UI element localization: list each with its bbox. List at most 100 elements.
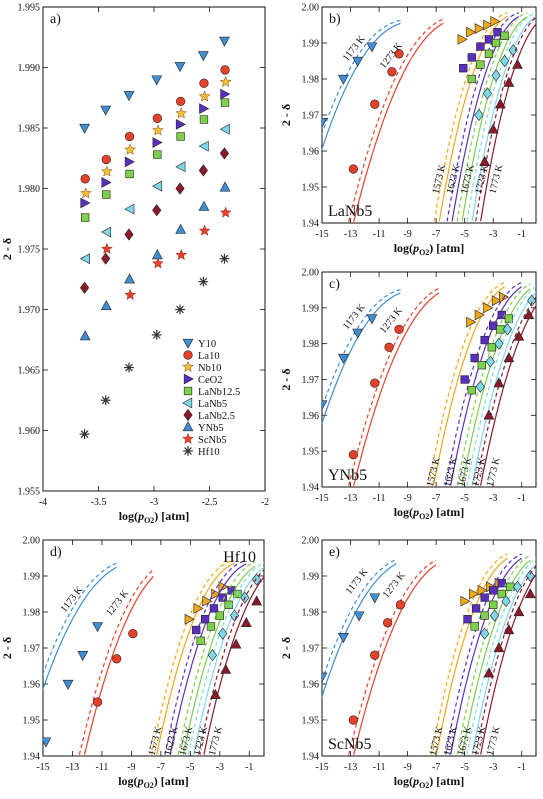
point-b-4-3 bbox=[491, 38, 501, 48]
legend-marker-a-6 bbox=[183, 408, 193, 422]
point-e-6-4 bbox=[524, 588, 536, 599]
temp-label-e-0: 1173 K bbox=[344, 566, 371, 597]
point-c-6-2 bbox=[503, 352, 515, 363]
point-b-0-2 bbox=[352, 56, 364, 67]
point-c-3-2 bbox=[480, 335, 489, 345]
legend-marker-a-8 bbox=[182, 432, 194, 444]
point-a-4-0 bbox=[81, 213, 90, 222]
point-a-6-4 bbox=[175, 182, 185, 195]
point-a-3-3 bbox=[152, 137, 163, 148]
y-tick-label-a-2: 1.965 bbox=[18, 366, 41, 377]
y-tick-label-e-2: 1.96 bbox=[302, 680, 320, 691]
point-c-0-1 bbox=[337, 353, 349, 364]
point-e-6-3 bbox=[513, 606, 525, 617]
point-a-3-2 bbox=[124, 156, 135, 168]
point-d-5-2 bbox=[229, 609, 240, 622]
y-tick-label-a-1: 1.960 bbox=[18, 426, 41, 437]
legend-label-a-7: YNb5 bbox=[198, 423, 224, 434]
point-a-0-2 bbox=[123, 91, 135, 102]
y-tick-label-b-3: 1.97 bbox=[302, 111, 320, 122]
solid-curve-b-3 bbox=[451, 15, 520, 222]
x-tick-label-c-2: -11 bbox=[373, 493, 386, 504]
point-a-8-2 bbox=[124, 288, 137, 300]
point-b-1-3 bbox=[394, 49, 404, 59]
solid-curve-e-6 bbox=[480, 574, 536, 755]
point-d-3-2 bbox=[209, 604, 219, 613]
panel-e: -15 -13 -11 -9 -7 -5 -3 -1 1.94 1.95 1.96 1.97 1.98 1… bbox=[279, 536, 537, 790]
solid-curve-b-2 bbox=[438, 15, 508, 222]
point-a-0-6 bbox=[219, 36, 230, 47]
dashed-curve-c-2 bbox=[428, 281, 505, 486]
panel-label-a: a) bbox=[50, 12, 61, 27]
x-tick-label-d-3: -9 bbox=[127, 762, 135, 773]
point-c-1-2 bbox=[384, 342, 394, 352]
x-tick-label-c-0: -15 bbox=[315, 493, 328, 504]
point-b-0-1 bbox=[337, 74, 349, 85]
y-tick-label-d-0: 1.94 bbox=[23, 752, 41, 763]
point-a-5-2 bbox=[124, 203, 135, 215]
point-a-0-1 bbox=[100, 105, 112, 116]
point-e-2-0 bbox=[460, 595, 471, 607]
solid-curve-c-1 bbox=[353, 292, 440, 486]
dashed-curve-d-1 bbox=[78, 569, 154, 755]
solid-curve-d-4 bbox=[182, 565, 256, 755]
point-d-3-3 bbox=[218, 593, 227, 602]
point-e-4-2 bbox=[489, 600, 498, 609]
y-tick-label-c-2: 1.96 bbox=[302, 411, 320, 422]
point-d-5-4 bbox=[252, 573, 262, 586]
point-a-9-4 bbox=[175, 304, 185, 315]
point-a-4-2 bbox=[125, 169, 134, 179]
dashed-curve-e-5 bbox=[466, 557, 536, 755]
point-e-3-1 bbox=[471, 604, 481, 613]
y-tick-label-d-2: 1.96 bbox=[23, 680, 41, 691]
dashed-curve-c-6 bbox=[475, 296, 536, 486]
point-e-4-1 bbox=[480, 611, 489, 620]
x-tick-label-b-2: -11 bbox=[373, 229, 386, 240]
point-d-3-1 bbox=[200, 615, 210, 624]
curves-d bbox=[43, 559, 264, 755]
point-c-5-1 bbox=[485, 355, 495, 368]
x-axis-label-d: log(pO2) [atm] bbox=[118, 774, 189, 790]
point-d-4-1 bbox=[206, 622, 216, 631]
y-tick-label-e-6: 2.00 bbox=[302, 536, 320, 547]
temp-label-d-1: 1273 K bbox=[104, 588, 131, 619]
point-b-0-0 bbox=[322, 118, 328, 129]
point-a-6-1 bbox=[101, 252, 111, 265]
solid-curve-d-5 bbox=[193, 566, 264, 755]
point-a-0-5 bbox=[197, 51, 209, 62]
sample-label-e: ScNb5 bbox=[328, 736, 372, 753]
point-a-7-6 bbox=[219, 181, 231, 192]
point-a-5-4 bbox=[175, 161, 186, 173]
point-a-2-0 bbox=[79, 187, 92, 199]
point-c-2-0 bbox=[466, 316, 477, 328]
x-tick-label-b-5: -5 bbox=[460, 229, 468, 240]
point-d-6-1 bbox=[220, 663, 232, 674]
x-tick-label-d-7: -1 bbox=[245, 762, 253, 773]
legend-label-a-6: LaNb2.5 bbox=[198, 411, 235, 422]
point-a-6-5 bbox=[198, 164, 208, 177]
point-d-0-1 bbox=[62, 679, 74, 690]
point-a-9-2 bbox=[124, 362, 134, 373]
x-tick-label-e-7: -1 bbox=[518, 762, 526, 773]
point-a-7-1 bbox=[100, 299, 112, 311]
y-tick-label-d-4: 1.98 bbox=[23, 608, 41, 619]
sample-label-c: YNb5 bbox=[328, 467, 367, 484]
point-b-2-0 bbox=[457, 33, 468, 45]
point-d-1-0 bbox=[92, 697, 103, 707]
curves-b bbox=[322, 12, 536, 222]
point-c-5-4 bbox=[527, 294, 536, 307]
point-a-5-3 bbox=[152, 180, 163, 192]
y-tick-label-c-5: 1.99 bbox=[302, 303, 320, 314]
point-a-6-0 bbox=[80, 281, 90, 294]
point-a-7-3 bbox=[151, 249, 163, 260]
legend-marker-a-3 bbox=[183, 373, 194, 385]
y-tick-label-d-1: 1.95 bbox=[23, 716, 41, 727]
legend-label-a-5: LaNb5 bbox=[198, 399, 227, 410]
x-tick-label-b-4: -7 bbox=[432, 229, 440, 240]
x-axis-label-e: log(pO2) [atm] bbox=[394, 774, 465, 790]
point-a-1-0 bbox=[80, 174, 90, 184]
y-tick-label-e-1: 1.95 bbox=[302, 716, 320, 727]
point-b-1-0 bbox=[348, 164, 359, 174]
point-c-6-3 bbox=[513, 330, 525, 341]
point-d-2-2 bbox=[202, 595, 213, 607]
